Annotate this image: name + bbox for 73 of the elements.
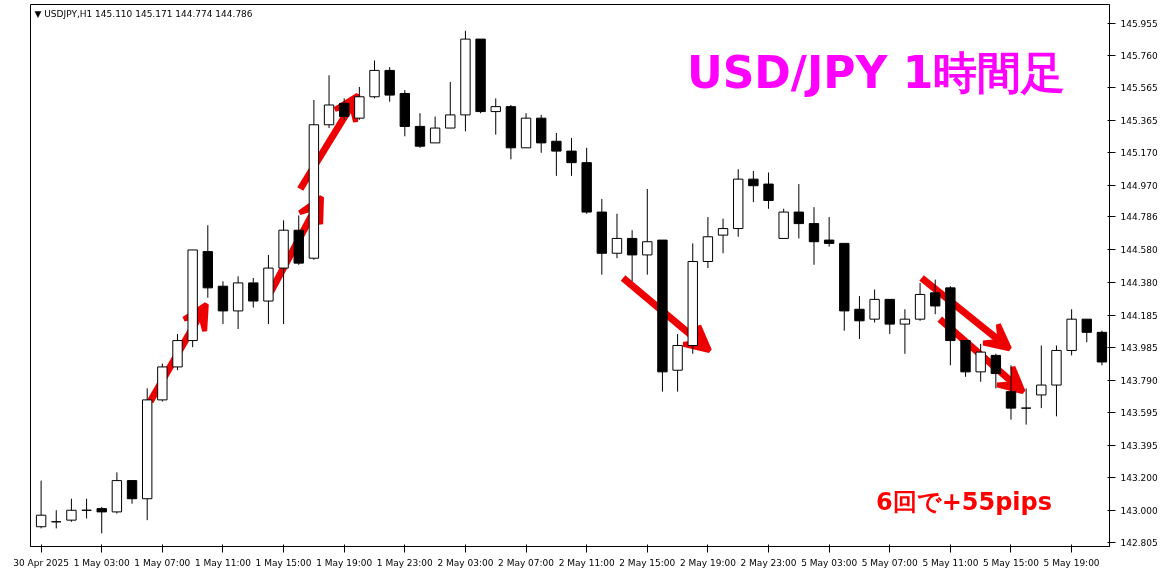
candlestick xyxy=(96,506,107,534)
candlestick xyxy=(248,277,259,309)
candlestick xyxy=(551,132,562,177)
candlestick xyxy=(66,498,77,523)
candlestick xyxy=(1036,345,1047,409)
x-tick-label: 1 May 19:00 xyxy=(316,557,373,568)
candlestick xyxy=(414,112,426,149)
candlestick xyxy=(35,480,47,529)
candlestick xyxy=(611,213,623,259)
y-tick-label: 143.200 xyxy=(1120,472,1158,483)
candlestick xyxy=(490,97,501,136)
y-tick-label: 144.786 xyxy=(1120,211,1158,222)
candlestick xyxy=(566,137,577,177)
x-tick-label: 1 May 11:00 xyxy=(194,557,252,568)
candlestick xyxy=(793,183,805,239)
x-tick-label: 5 May 11:00 xyxy=(922,557,979,568)
y-tick-label: 143.595 xyxy=(1120,407,1158,418)
y-tick-label: 143.985 xyxy=(1120,343,1158,354)
candlestick xyxy=(854,295,865,340)
y-tick-label: 143.000 xyxy=(1120,505,1158,516)
candlestick xyxy=(323,74,335,129)
candlestick xyxy=(126,480,138,505)
x-tick-label: 1 May 23:00 xyxy=(376,557,434,568)
candlestick xyxy=(808,206,820,266)
candlestick xyxy=(990,353,1002,389)
x-tick-label: 2 May 07:00 xyxy=(498,557,555,568)
candlestick xyxy=(339,97,350,121)
y-tick-label: 144.185 xyxy=(1120,310,1158,321)
x-tick-label: 5 May 15:00 xyxy=(983,557,1040,568)
y-tick-label: 145.760 xyxy=(1120,51,1158,62)
y-tick-label: 145.365 xyxy=(1120,116,1158,127)
y-tick-label: 144.580 xyxy=(1120,245,1158,256)
candlestick xyxy=(642,188,653,276)
candlestick xyxy=(930,279,941,315)
y-tick-label: 144.970 xyxy=(1120,181,1158,192)
y-tick-label: 144.380 xyxy=(1120,278,1158,289)
candlestick xyxy=(429,116,441,144)
candlestick xyxy=(51,509,62,529)
candlestick xyxy=(1005,364,1017,421)
y-tick-label: 143.395 xyxy=(1120,440,1158,451)
annotation: USD/JPY 1時間足 xyxy=(686,46,1066,98)
candlestick xyxy=(899,308,911,355)
x-tick-label: 1 May 07:00 xyxy=(134,557,191,568)
x-tick-label: 1 May 15:00 xyxy=(255,557,312,568)
candlestick xyxy=(869,289,880,323)
candlestick xyxy=(748,170,759,203)
x-tick-label: 5 May 19:00 xyxy=(1043,557,1100,568)
candlestick xyxy=(717,218,729,254)
y-tick-label: 145.170 xyxy=(1120,148,1158,159)
candlestick xyxy=(445,81,456,129)
candlestick xyxy=(1081,318,1092,343)
y-tick-label: 145.565 xyxy=(1120,83,1158,94)
candlestick xyxy=(354,86,365,121)
annotation: 6回で+55pips xyxy=(875,488,1053,517)
y-tick-label: 142.805 xyxy=(1120,537,1158,548)
x-tick-label: 2 May 03:00 xyxy=(437,557,494,568)
candlestick xyxy=(1020,387,1032,426)
candlestick xyxy=(626,229,638,282)
candlestick xyxy=(975,343,986,383)
y-tick-label: 143.790 xyxy=(1120,375,1158,386)
candlestick xyxy=(823,216,835,248)
text: ▼ USDJPY,H1 145.110 145.171 144.774 144.786 xyxy=(34,8,253,19)
x-tick-label: 30 Apr 2025 xyxy=(13,557,69,568)
x-tick-label: 2 May 19:00 xyxy=(679,557,737,568)
x-tick-label: 1 May 03:00 xyxy=(73,557,130,568)
candlestick xyxy=(81,498,92,519)
candlestick xyxy=(763,172,774,210)
x-tick-label: 5 May 03:00 xyxy=(801,557,858,568)
x-tick-label: 2 May 15:00 xyxy=(619,557,676,568)
x-tick-label: 2 May 23:00 xyxy=(740,557,797,568)
x-tick-label: 2 May 11:00 xyxy=(558,557,615,568)
x-tick-label: 5 May 07:00 xyxy=(861,557,919,568)
y-tick-label: 145.955 xyxy=(1120,18,1158,29)
